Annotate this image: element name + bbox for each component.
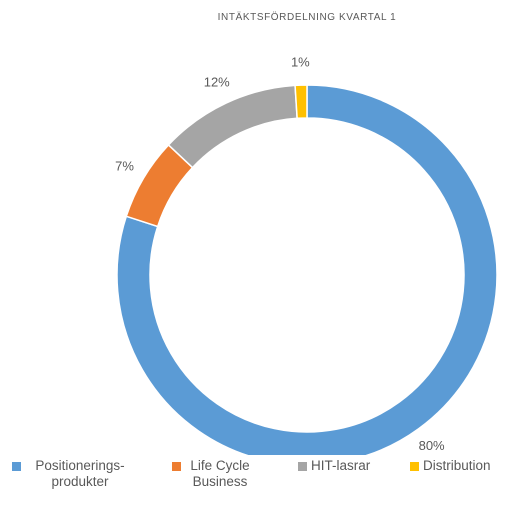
data-label: 1% <box>291 55 310 70</box>
donut-slice <box>167 84 298 169</box>
legend-item: Positionerings-produkter <box>12 458 135 490</box>
legend-label: Distribution <box>423 458 491 473</box>
chart-title: INTÄKTSFÖRDELNING KVARTAL 1 <box>218 11 397 23</box>
legend-item: Life Cycle Business <box>172 458 255 490</box>
legend-label: Life Cycle Business <box>190 458 250 489</box>
donut-slice <box>294 84 308 120</box>
data-label: 7% <box>115 159 134 174</box>
legend-swatch <box>172 462 181 471</box>
legend-item: Distribution <box>410 458 491 474</box>
legend-swatch <box>298 462 307 471</box>
legend-swatch <box>12 462 21 471</box>
legend-swatch <box>410 462 419 471</box>
chart: INTÄKTSFÖRDELNING KVARTAL 1 80% 7% 12% 1% <box>115 11 498 455</box>
legend-label: HIT-lasrar <box>311 458 371 473</box>
legend-label: Positionerings-produkter <box>35 458 125 489</box>
donut-slice <box>116 84 498 455</box>
data-label: 80% <box>419 438 445 453</box>
data-label: 12% <box>204 75 230 90</box>
legend-item: HIT-lasrar <box>298 458 370 474</box>
